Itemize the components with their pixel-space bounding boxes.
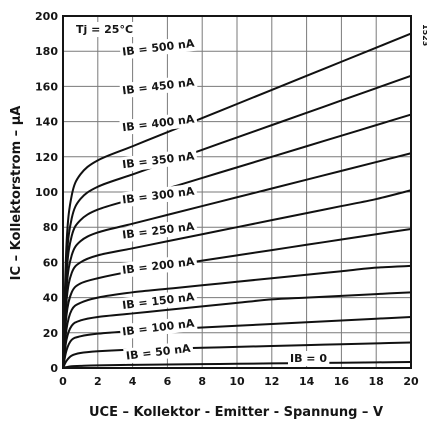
temperature-bg: [74, 22, 136, 37]
series-line-10: [62, 361, 412, 369]
series-line-7: [62, 113, 412, 369]
curve-label-bg: [123, 340, 194, 364]
y-tick-label: 80: [43, 221, 59, 234]
plot-frame: [62, 15, 412, 369]
x-tick-label: 20: [403, 375, 419, 388]
curve-label-bg: [119, 183, 198, 208]
curve-label-bg: [119, 218, 198, 243]
x-tick-labels: 0 2 4 6 8 10 12 14 16 18 20: [59, 375, 419, 388]
x-tick-label: 0: [59, 375, 67, 388]
y-tick-label: 180: [35, 45, 58, 58]
y-tick-label: 100: [35, 186, 58, 199]
curve-label-bg: [119, 148, 198, 173]
x-tick-label: 4: [129, 375, 137, 388]
curve-label-bg: [119, 315, 198, 340]
x-tick-label: 18: [369, 375, 384, 388]
series-line-5: [62, 189, 412, 369]
temperature-annotation: Tj = 25°C: [76, 23, 133, 36]
series-line-6: [62, 152, 412, 369]
series-line-2: [62, 291, 412, 369]
y-tick-label: 160: [35, 80, 58, 93]
x-tick-label: 8: [198, 375, 206, 388]
zero-label-bg: [288, 351, 330, 366]
y-tick-label: 20: [43, 327, 59, 340]
y-tick-label: 120: [35, 151, 58, 164]
series-line-3: [62, 264, 412, 369]
curve-label-bg: [119, 253, 198, 279]
y-tick-label: 60: [43, 256, 59, 269]
x-tick-label: 14: [299, 375, 315, 388]
x-tick-label: 2: [94, 375, 102, 388]
y-tick-label: 200: [35, 10, 58, 23]
x-axis-label: UCE – Kollektor - Emitter - Spannung – V: [89, 405, 383, 420]
x-tick-label: 10: [229, 375, 245, 388]
y-axis-label: IC – Kollektorstrom – µA: [9, 106, 24, 281]
curve-label-bg: [119, 74, 198, 99]
y-tick-label: 0: [50, 362, 58, 375]
y-tick-label: 40: [43, 292, 59, 305]
x-tick-label: 16: [334, 375, 350, 388]
x-tick-label: 12: [264, 375, 279, 388]
zero-curve-label: IB = 0: [290, 352, 327, 365]
y-tick-labels: 0 20 40 60 80 100 120 140 160 180 200: [35, 10, 58, 375]
curve-label-bg: [119, 289, 198, 314]
curve-label-bg: [119, 35, 198, 60]
side-code: 1523: [421, 24, 427, 46]
y-tick-label: 140: [35, 116, 58, 129]
curve-label-bg: [119, 111, 198, 136]
x-tick-label: 6: [164, 375, 172, 388]
